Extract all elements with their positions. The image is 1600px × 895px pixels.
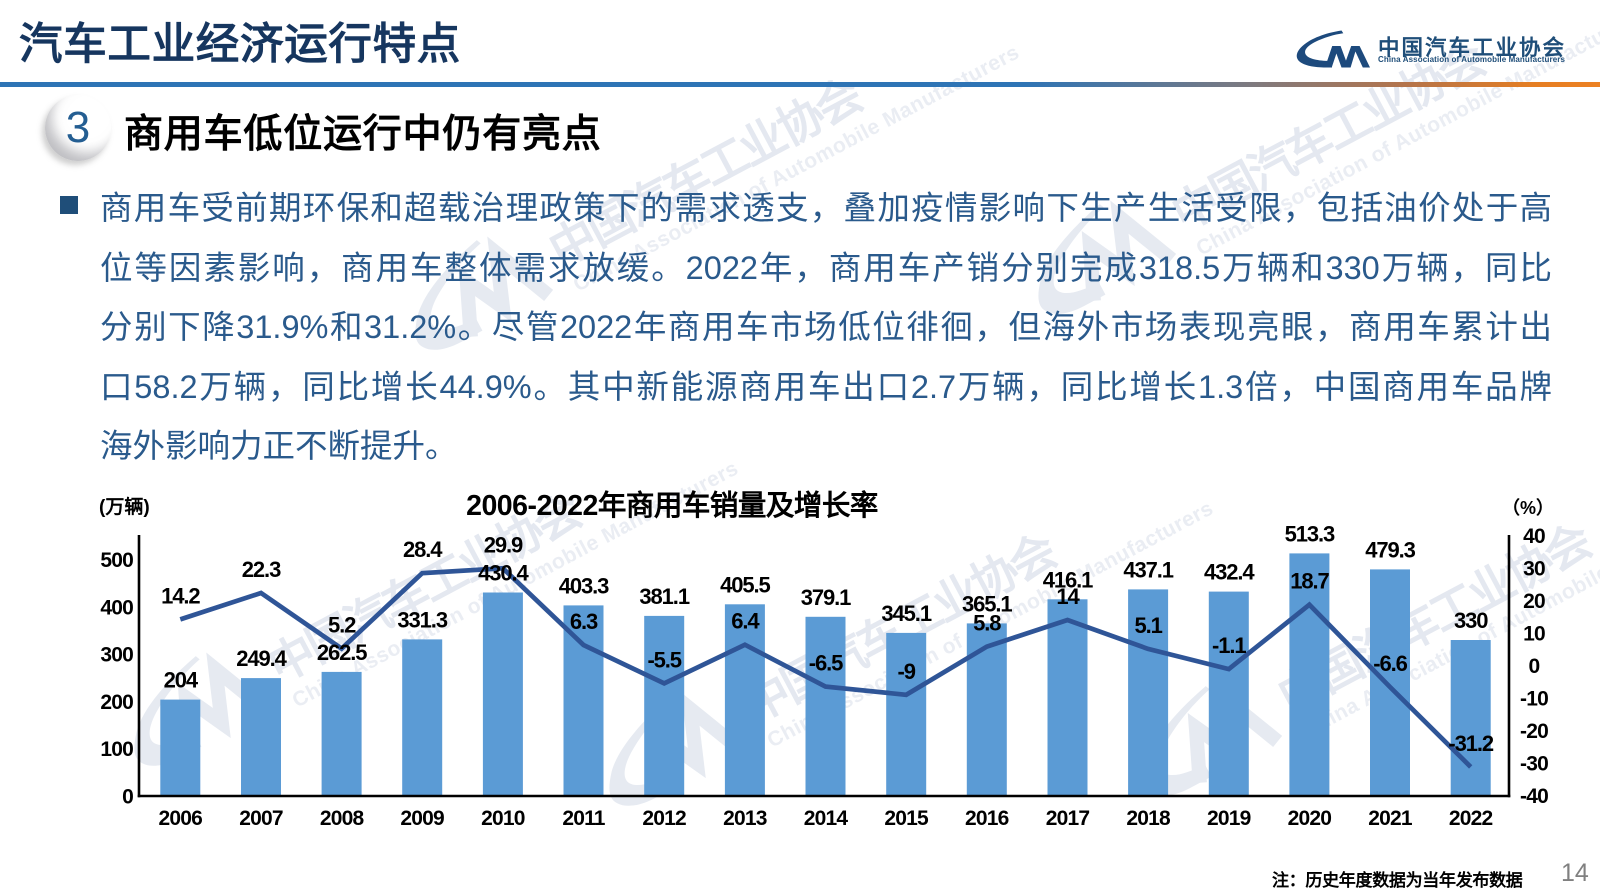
- svg-text:2011: 2011: [562, 807, 605, 830]
- svg-text:28.4: 28.4: [403, 537, 443, 562]
- svg-text:2008: 2008: [320, 807, 365, 830]
- svg-text:379.1: 379.1: [801, 585, 851, 610]
- svg-text:249.4: 249.4: [236, 646, 287, 671]
- svg-text:100: 100: [100, 738, 133, 761]
- svg-text:345.1: 345.1: [881, 601, 931, 626]
- svg-text:2010: 2010: [481, 807, 525, 830]
- svg-text:2017: 2017: [1046, 807, 1090, 830]
- svg-text:430.4: 430.4: [478, 561, 529, 586]
- svg-text:2021: 2021: [1368, 807, 1413, 830]
- svg-text:-6.6: -6.6: [1373, 651, 1407, 676]
- svg-text:500: 500: [100, 549, 133, 572]
- svg-text:513.3: 513.3: [1285, 521, 1335, 546]
- svg-text:331.3: 331.3: [397, 607, 447, 632]
- svg-text:6.4: 6.4: [731, 609, 760, 634]
- svg-text:365.1: 365.1: [962, 591, 1012, 616]
- svg-text:-30: -30: [1520, 753, 1548, 776]
- svg-text:20: 20: [1523, 590, 1545, 613]
- svg-text:2007: 2007: [239, 807, 283, 830]
- svg-text:2009: 2009: [400, 807, 444, 830]
- svg-text:5.2: 5.2: [328, 613, 356, 638]
- svg-text:437.1: 437.1: [1123, 557, 1173, 582]
- svg-text:2015: 2015: [884, 807, 929, 830]
- svg-text:18.7: 18.7: [1290, 569, 1329, 594]
- svg-text:432.4: 432.4: [1204, 560, 1255, 585]
- svg-text:2019: 2019: [1207, 807, 1251, 830]
- svg-text:262.5: 262.5: [317, 640, 367, 665]
- svg-text:403.3: 403.3: [559, 573, 609, 598]
- svg-text:204: 204: [164, 668, 199, 693]
- svg-text:2022: 2022: [1449, 807, 1493, 830]
- svg-text:2012: 2012: [642, 807, 686, 830]
- svg-text:381.1: 381.1: [639, 584, 689, 609]
- svg-text:-5.5: -5.5: [647, 647, 681, 672]
- svg-text:416.1: 416.1: [1043, 567, 1093, 592]
- svg-text:-6.5: -6.5: [809, 651, 843, 676]
- svg-text:2018: 2018: [1126, 807, 1171, 830]
- svg-text:-20: -20: [1520, 720, 1548, 743]
- svg-text:14.2: 14.2: [161, 583, 200, 608]
- svg-text:2016: 2016: [965, 807, 1009, 830]
- svg-text:10: 10: [1523, 623, 1545, 646]
- svg-text:5.8: 5.8: [973, 611, 1001, 636]
- svg-text:5.1: 5.1: [1134, 613, 1162, 638]
- svg-text:330: 330: [1454, 608, 1488, 633]
- svg-text:14: 14: [1056, 584, 1080, 609]
- svg-text:30: 30: [1523, 558, 1545, 581]
- svg-text:0: 0: [1529, 655, 1540, 678]
- svg-text:405.5: 405.5: [720, 572, 770, 597]
- svg-text:2020: 2020: [1288, 807, 1332, 830]
- svg-text:29.9: 29.9: [484, 532, 523, 557]
- svg-text:-40: -40: [1520, 785, 1548, 808]
- svg-text:479.3: 479.3: [1365, 537, 1415, 562]
- svg-text:-10: -10: [1520, 688, 1548, 711]
- svg-text:40: 40: [1523, 525, 1545, 548]
- svg-text:-1.1: -1.1: [1212, 633, 1246, 658]
- svg-text:2014: 2014: [804, 807, 849, 830]
- svg-text:22.3: 22.3: [242, 557, 281, 582]
- svg-text:-9: -9: [898, 659, 916, 684]
- svg-text:400: 400: [100, 596, 133, 619]
- svg-text:2013: 2013: [723, 807, 767, 830]
- svg-text:6.3: 6.3: [570, 609, 598, 634]
- svg-text:0: 0: [122, 786, 133, 809]
- svg-text:-31.2: -31.2: [1448, 731, 1494, 756]
- svg-text:300: 300: [100, 644, 133, 667]
- svg-text:200: 200: [100, 691, 133, 714]
- svg-text:2006: 2006: [159, 807, 203, 830]
